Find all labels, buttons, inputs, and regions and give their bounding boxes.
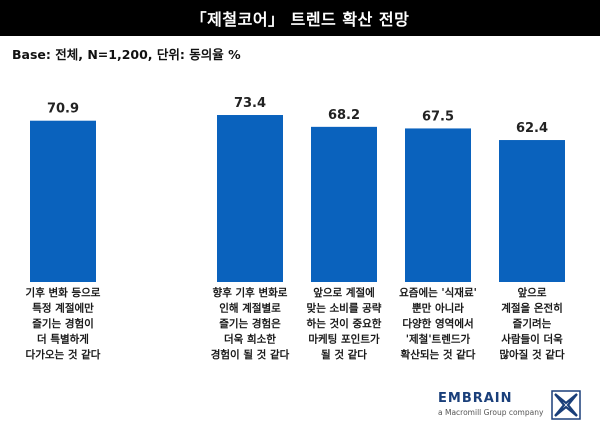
category-label-line: 될 것 같다 xyxy=(321,348,367,361)
chart-title: 「제철코어」 트렌드 확산 전망 xyxy=(0,0,600,36)
value-label-1: 70.9 xyxy=(47,102,79,117)
embrain-logo: EMBRAIN a Macromill Group company xyxy=(438,390,598,430)
category-label-line: 마케팅 포인트가 xyxy=(308,333,380,346)
chart-title-text: 「제철코어」 트렌드 확산 전망 xyxy=(190,10,410,29)
bar-1 xyxy=(30,120,96,282)
category-label-line: 맞는 소비를 공략 xyxy=(307,302,382,315)
category-label-line: 앞으로 xyxy=(518,287,547,299)
category-label-line: 확산되는 것 같다 xyxy=(401,348,476,361)
bar-5 xyxy=(499,140,565,282)
category-label-line: 다양한 영역에서 xyxy=(402,317,473,330)
category-label-line: 특정 계절에만 xyxy=(32,302,94,315)
category-label-line: 인해 계절별로 xyxy=(219,302,281,315)
category-label-line: 기후 변화 등으로 xyxy=(26,286,101,299)
bar-2 xyxy=(217,115,283,282)
value-label-3: 68.2 xyxy=(328,108,360,123)
category-label-line: 향후 기후 변화로 xyxy=(213,286,288,299)
category-label-line: 계절을 온전히 xyxy=(501,302,563,315)
value-label-4: 67.5 xyxy=(422,109,454,124)
logo-mark-icon xyxy=(551,390,581,420)
category-label-line: 즐기는 경험은 xyxy=(219,317,281,330)
category-label-line: 요즘에는 '식재료' xyxy=(399,286,477,299)
category-label-line: 사람들이 더욱 xyxy=(501,333,563,346)
category-label-line: 더욱 희소한 xyxy=(224,333,276,346)
category-label-line: 하는 것이 중요한 xyxy=(307,317,382,330)
logo-tagline: a Macromill Group company xyxy=(438,408,544,417)
category-label-line: 경험이 될 것 같다 xyxy=(211,348,290,361)
category-label-line: 즐기려는 xyxy=(513,317,552,330)
bar-3 xyxy=(311,126,377,282)
bar-4 xyxy=(405,128,471,282)
category-label-line: '제철'트렌드가 xyxy=(406,333,471,346)
category-label-line: 뿐만 아니라 xyxy=(412,302,464,315)
value-label-2: 73.4 xyxy=(234,96,266,111)
category-label-line: 더 특별하게 xyxy=(37,333,89,346)
logo-wordmark: EMBRAIN xyxy=(438,391,513,406)
category-label-line: 즐기는 경험이 xyxy=(32,317,94,330)
category-label-line: 다가오는 것 같다 xyxy=(26,348,101,361)
category-label-line: 많아질 것 같다 xyxy=(499,348,565,361)
base-note: Base: 전체, N=1,200, 단위: 동의율 % xyxy=(12,47,241,62)
category-label-line: 앞으로 계절에 xyxy=(313,286,375,299)
value-label-5: 62.4 xyxy=(516,121,548,136)
